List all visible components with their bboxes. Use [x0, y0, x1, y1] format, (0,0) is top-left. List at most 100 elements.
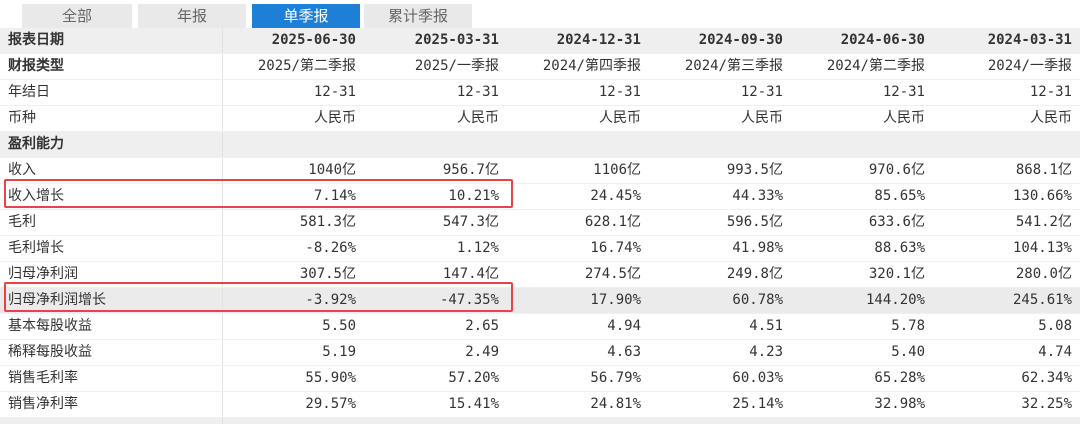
table-cell: 65.28%	[791, 366, 933, 392]
row-label: 毛利	[0, 210, 222, 236]
table-cell: 970.6亿	[791, 158, 933, 184]
table-cell: 993.5亿	[649, 158, 791, 184]
table-cell: 60.78%	[649, 288, 791, 314]
table-cell: 12-31	[933, 80, 1080, 106]
row-label: 盈利能力	[0, 132, 222, 158]
row-label: 报表日期	[0, 28, 222, 54]
table-cell: 2024/第四季报	[507, 54, 649, 80]
table-cell: 15.41%	[364, 392, 507, 418]
table-cell: 57.20%	[364, 366, 507, 392]
table-cell: 104.13%	[933, 236, 1080, 262]
date-column-header: 2024-12-31	[507, 28, 649, 54]
table-cell: 12-31	[507, 80, 649, 106]
table-cell: 1040亿	[222, 158, 364, 184]
table-cell: 人民币	[364, 106, 507, 132]
table-cell: 5.40	[791, 340, 933, 366]
tab-cumulative-quarter-report[interactable]: 累计季报	[364, 4, 472, 28]
table-cell	[507, 132, 649, 158]
table-cell: 62.34%	[933, 366, 1080, 392]
row-label: 币种	[0, 106, 222, 132]
row-label: 销售毛利率	[0, 366, 222, 392]
table-cell	[364, 132, 507, 158]
table-cell: 16.74%	[507, 236, 649, 262]
table-cell: 人民币	[649, 106, 791, 132]
table-cell: 249.8亿	[649, 262, 791, 288]
table-cell: 55.90%	[222, 366, 364, 392]
table-cell: 2024/一季报	[933, 54, 1080, 80]
table-cell: 29.57%	[222, 392, 364, 418]
tab-annual-report[interactable]: 年报	[138, 4, 246, 28]
table-cell: 541.2亿	[933, 210, 1080, 236]
row-label: 基本每股收益	[0, 314, 222, 340]
date-column-header: 2025-03-31	[364, 28, 507, 54]
table-cell: 4.94	[507, 314, 649, 340]
table-cell: 2024/第三季报	[649, 54, 791, 80]
table-cell: 41.98%	[649, 236, 791, 262]
table-cell: 633.6亿	[791, 210, 933, 236]
tab-single-quarter-report[interactable]: 单季报	[252, 4, 360, 28]
table-cell: -8.26%	[222, 236, 364, 262]
table-cell: 60.03%	[649, 366, 791, 392]
table-cell: 5.19	[222, 340, 364, 366]
table-cell: 人民币	[222, 106, 364, 132]
table-cell: 307.5亿	[222, 262, 364, 288]
table-row: 归母净利润增长-3.92%-47.35%17.90%60.78%144.20%2…	[0, 288, 1080, 314]
table-cell: 274.5亿	[507, 262, 649, 288]
table-cell: 280.0亿	[933, 262, 1080, 288]
row-label: 年结日	[0, 80, 222, 106]
table-cell: 24.45%	[507, 184, 649, 210]
table-cell: 24.81%	[507, 392, 649, 418]
table-cell: 2.49	[364, 340, 507, 366]
table-cell: 1.12%	[364, 236, 507, 262]
table-cell: 5.08	[933, 314, 1080, 340]
table-cell: 2.65	[364, 314, 507, 340]
table-cell	[791, 132, 933, 158]
table-cell: 320.1亿	[791, 262, 933, 288]
table-cell: 245.61%	[933, 288, 1080, 314]
table-cell: 2025/一季报	[364, 54, 507, 80]
table-cell: 7.14%	[222, 184, 364, 210]
table-footer	[0, 418, 1080, 424]
table-cell: 32.98%	[791, 392, 933, 418]
table-cell: 4.23	[649, 340, 791, 366]
table-cell: 4.74	[933, 340, 1080, 366]
date-column-header: 2024-09-30	[649, 28, 791, 54]
row-label: 稀释每股收益	[0, 340, 222, 366]
date-column-header: 2025-06-30	[222, 28, 364, 54]
row-label: 归母净利润	[0, 262, 222, 288]
table-cell: 12-31	[364, 80, 507, 106]
table-cell: 10.21%	[364, 184, 507, 210]
table-cell: 868.1亿	[933, 158, 1080, 184]
row-label: 归母净利润增长	[0, 288, 222, 314]
table-cell: 547.3亿	[364, 210, 507, 236]
table-cell: 2025/第二季报	[222, 54, 364, 80]
table-cell: 12-31	[649, 80, 791, 106]
table-cell: 956.7亿	[364, 158, 507, 184]
table-cell: 581.3亿	[222, 210, 364, 236]
table-row: 币种人民币人民币人民币人民币人民币人民币	[0, 106, 1080, 132]
tab-all[interactable]: 全部	[22, 4, 132, 28]
table-cell: 5.50	[222, 314, 364, 340]
table-cell: 147.4亿	[364, 262, 507, 288]
date-column-header: 2024-03-31	[933, 28, 1080, 54]
table-cell: 人民币	[507, 106, 649, 132]
table-cell: 2024/第二季报	[791, 54, 933, 80]
row-label: 收入增长	[0, 184, 222, 210]
table-cell: 1106亿	[507, 158, 649, 184]
table-cell: 144.20%	[791, 288, 933, 314]
table-cell	[933, 132, 1080, 158]
section-row: 盈利能力	[0, 132, 1080, 158]
row-label: 收入	[0, 158, 222, 184]
table-cell: 人民币	[933, 106, 1080, 132]
table-cell	[222, 132, 364, 158]
table-cell: 32.25%	[933, 392, 1080, 418]
table-cell: 628.1亿	[507, 210, 649, 236]
